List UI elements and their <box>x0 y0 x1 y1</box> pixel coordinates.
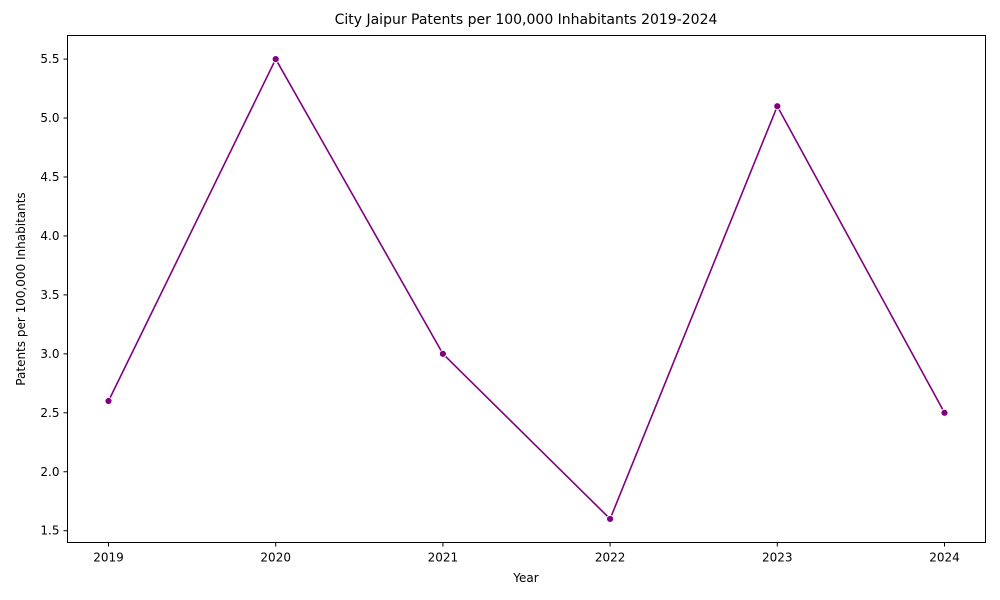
y-tick-label: 3.5 <box>40 288 59 302</box>
data-point-2020 <box>272 56 279 63</box>
y-tick-label: 2.5 <box>40 406 59 420</box>
y-tick-label: 5.0 <box>40 111 59 125</box>
y-tick-label: 5.5 <box>40 52 59 66</box>
data-point-2022 <box>607 515 614 522</box>
chart-title: City Jaipur Patents per 100,000 Inhabita… <box>335 12 718 28</box>
x-tick-label: 2020 <box>260 551 291 565</box>
data-point-2021 <box>439 350 446 357</box>
x-tick-label: 2021 <box>428 551 459 565</box>
data-point-2019 <box>105 398 112 405</box>
y-tick-label: 3.0 <box>40 347 59 361</box>
y-tick-label: 1.5 <box>40 524 59 538</box>
x-tick-label: 2019 <box>93 551 124 565</box>
y-axis-title: Patents per 100,000 Inhabitants <box>14 192 28 385</box>
data-point-2023 <box>774 103 781 110</box>
data-point-2024 <box>941 409 948 416</box>
x-tick-label: 2023 <box>762 551 793 565</box>
y-tick-label: 2.0 <box>40 465 59 479</box>
x-tick-label: 2024 <box>929 551 960 565</box>
y-tick-label: 4.0 <box>40 229 59 243</box>
y-tick-label: 4.5 <box>40 170 59 184</box>
x-tick-label: 2022 <box>595 551 626 565</box>
x-axis-title: Year <box>512 571 538 585</box>
